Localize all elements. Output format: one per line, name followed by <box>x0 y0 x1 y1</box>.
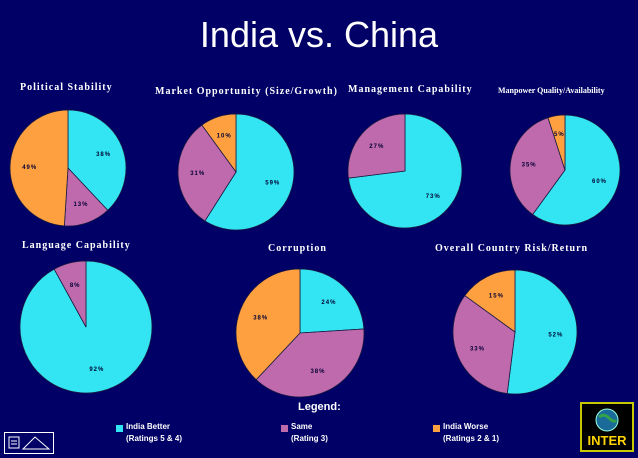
legend-sub-india-better: (Ratings 5 & 4) <box>126 434 183 443</box>
slide-title: India vs. China <box>199 14 439 55</box>
pie-4-label-india-better: 92% <box>89 367 104 373</box>
chart-title-corruption: Corruption <box>268 243 327 254</box>
legend-swatch-same <box>281 425 288 432</box>
pie-4-slice-same <box>53 260 87 328</box>
pie-5-label-india-worse: 38% <box>253 315 268 321</box>
pie-1-label-india-worse: 10% <box>217 134 232 140</box>
pie-0-label-india-better: 38% <box>96 152 111 158</box>
pie-2-label-india-better: 73% <box>426 194 441 200</box>
pie-0-label-same: 13% <box>73 202 88 208</box>
pie-5-slice-same <box>255 328 365 398</box>
legend-sub-india-worse: (Ratings 2 & 1) <box>443 434 500 443</box>
pie-6-slice-same <box>452 294 516 394</box>
pie-1-label-same: 31% <box>190 171 205 177</box>
chart-title-management-capability: Management Capability <box>348 84 473 95</box>
chart-title-language-capability: Language Capability <box>22 240 131 251</box>
pie-2-slice-same <box>347 113 406 179</box>
pie-0-label-india-worse: 49% <box>22 165 37 171</box>
chart-title-manpower-quality: Manpower Quality/Availability <box>498 86 605 95</box>
pie-3-label-same: 35% <box>522 162 537 168</box>
chart-title-market-opportunity: Market Opportunity (Size/Growth) <box>155 86 338 97</box>
pie-6-label-india-worse: 15% <box>489 294 504 300</box>
legend-label-same: Same <box>291 422 313 431</box>
pie-6-slice-india-better <box>506 269 578 395</box>
legend-sub-same: (Rating 3) <box>291 434 328 443</box>
legend-swatch-india-better <box>116 425 123 432</box>
pie-3-label-india-worse: 5% <box>554 132 565 138</box>
pie-4-label-same: 8% <box>70 283 81 289</box>
pie-2-label-same: 27% <box>369 144 384 150</box>
legend-label-india-better: India Better <box>126 422 171 431</box>
pie-0-slice-india-better <box>67 109 127 211</box>
legend-item-india-worse: India Worse (Ratings 2 & 1) <box>443 421 499 445</box>
pie-1-slice-same <box>177 124 237 222</box>
logo-text: INTER <box>587 433 627 448</box>
pie-1-slice-india-worse <box>201 113 237 174</box>
pie-3-label-india-better: 60% <box>592 179 607 185</box>
legend-item-same: Same (Rating 3) <box>291 421 328 445</box>
pie-0-slice-india-worse <box>9 109 69 227</box>
pie-5-slice-india-better <box>299 268 365 334</box>
interlink-logo: INTER <box>580 402 634 452</box>
pie-1-label-india-better: 59% <box>265 181 280 187</box>
pie-6-label-same: 33% <box>470 346 485 352</box>
pie-5-slice-india-worse <box>235 268 301 381</box>
pie-3-slice-india-worse <box>547 114 566 171</box>
pie-6-label-india-better: 52% <box>548 333 563 339</box>
legend-title: Legend: <box>298 401 341 413</box>
legend-item-india-better: India Better (Ratings 5 & 4) <box>126 421 182 445</box>
pie-3-slice-same <box>509 117 566 216</box>
pie-5-label-same: 38% <box>310 369 325 375</box>
chart-title-political-stability: Political Stability <box>20 82 113 93</box>
pie-3-slice-india-better <box>532 114 621 226</box>
legend-swatch-india-worse <box>433 425 440 432</box>
pie-1-slice-india-better <box>204 113 295 231</box>
pie-5-label-india-better: 24% <box>321 300 336 306</box>
chart-title-overall-risk: Overall Country Risk/Return <box>435 243 589 254</box>
legend-label-india-worse: India Worse <box>443 422 489 431</box>
pie-6-slice-india-worse <box>464 269 516 333</box>
presenter-logo-icon <box>4 432 54 454</box>
